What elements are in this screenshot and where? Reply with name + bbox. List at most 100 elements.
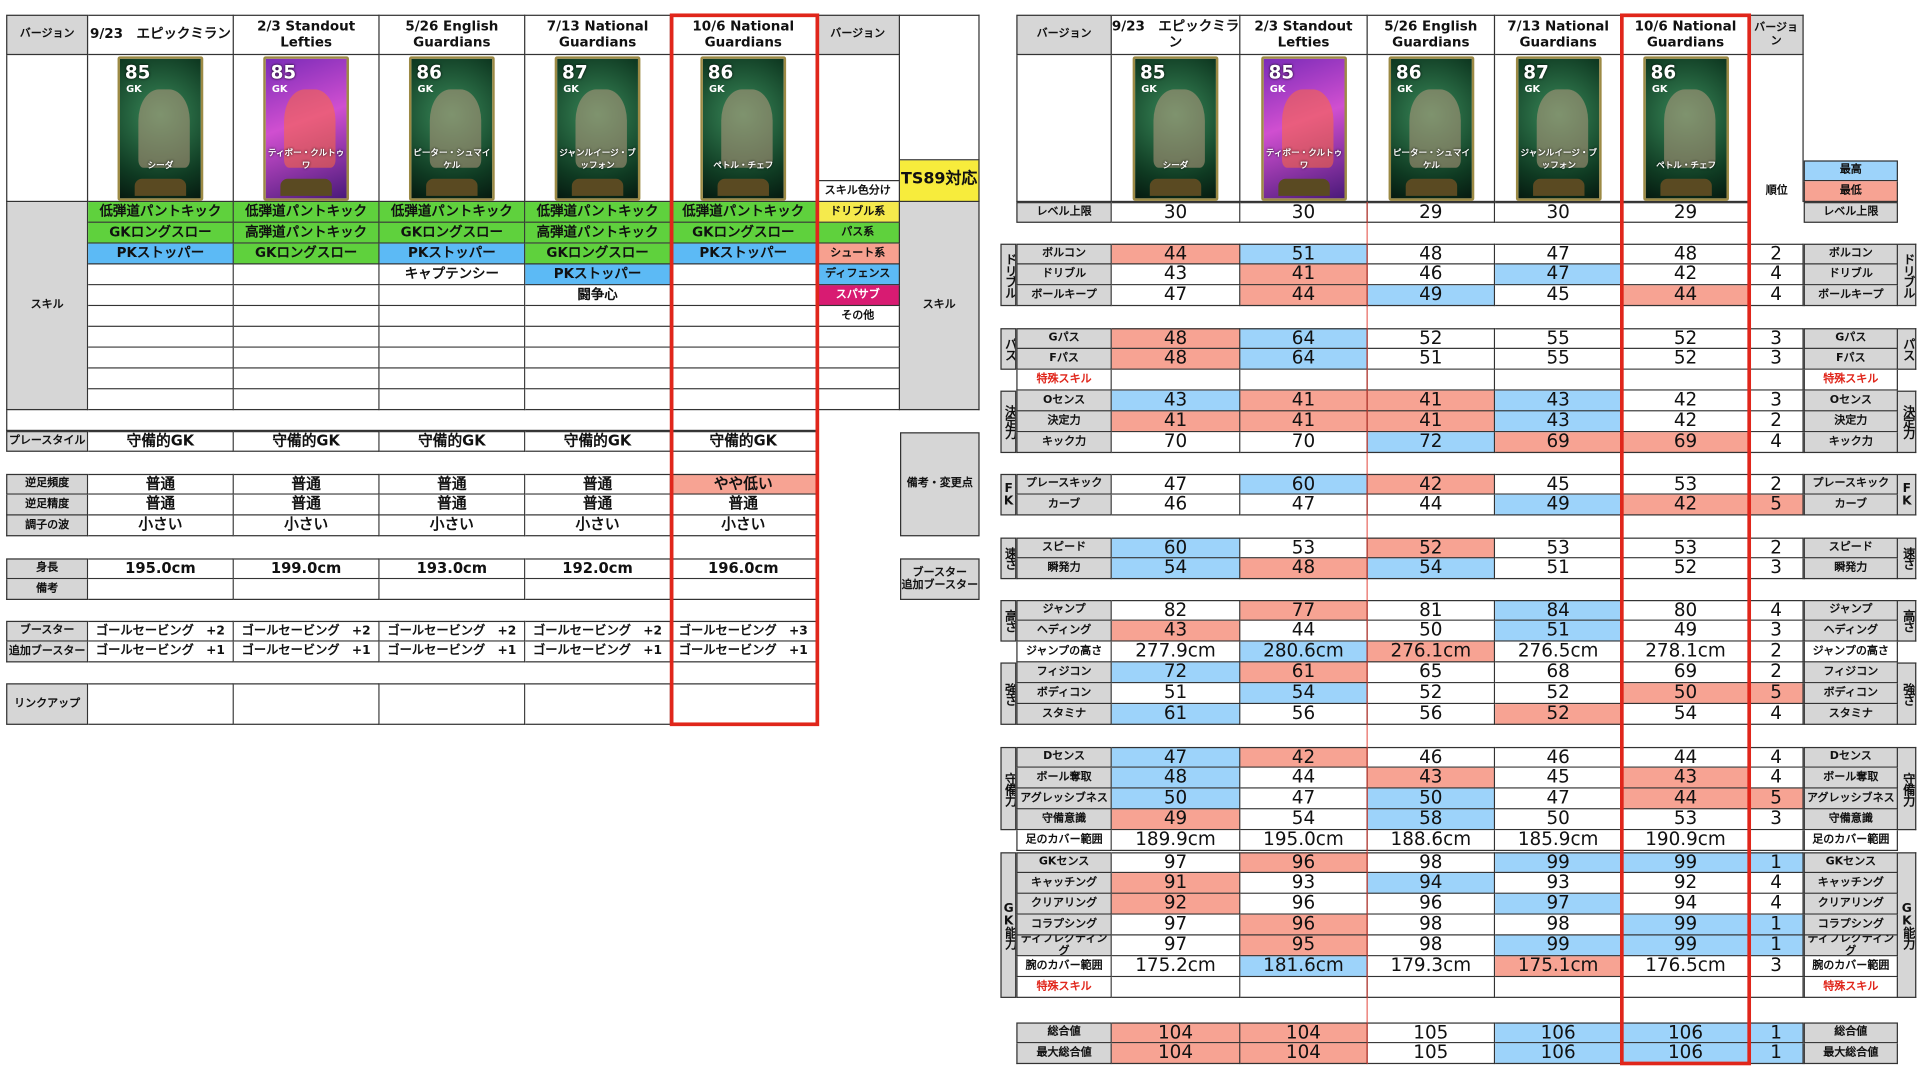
stat-value: 64 xyxy=(1240,328,1368,349)
card-position: GK xyxy=(1524,83,1541,95)
skill-cell: 低弾道パントキック xyxy=(671,202,817,223)
stat-rank: 2 xyxy=(1749,411,1804,433)
stat-label: 瞬発力 xyxy=(1016,558,1112,580)
card-level-bar xyxy=(717,178,770,196)
player-figure xyxy=(574,89,627,168)
row-value xyxy=(233,579,380,601)
stat-rank: 4 xyxy=(1749,893,1804,915)
skill-cell xyxy=(233,347,380,369)
stat-value: 55 xyxy=(1495,348,1623,370)
stat-label: 特殊スキル xyxy=(1016,369,1112,391)
stat-value: 44 xyxy=(1622,746,1750,768)
row-value: ゴールセービング +2 xyxy=(379,620,526,642)
stat-label: ボール奪取 xyxy=(1016,767,1112,789)
stat-rank: 4 xyxy=(1749,432,1804,454)
skill-cell xyxy=(233,368,380,390)
stat-value xyxy=(1111,369,1241,391)
stat-value: 52 xyxy=(1495,704,1623,725)
group-label-right: ドリブル xyxy=(1897,243,1917,307)
stat-rank: 1 xyxy=(1749,1022,1804,1044)
stat-value: 104 xyxy=(1240,1022,1368,1044)
card-player-name: ペトル・チェフ xyxy=(1656,160,1717,171)
skill-cell xyxy=(671,306,817,327)
stat-value: 52 xyxy=(1622,328,1750,349)
row-value: 守備的GK xyxy=(525,431,672,452)
stat-value: 52 xyxy=(1495,683,1623,705)
skill-cell xyxy=(671,347,817,369)
skill-legend-item: その他 xyxy=(816,306,901,327)
skill-cell xyxy=(233,389,380,411)
stat-label-right: 腕のカバー範囲 xyxy=(1803,956,1898,978)
card-rating: 85 xyxy=(1268,61,1295,84)
card-cell xyxy=(379,55,526,203)
stat-value: 96 xyxy=(1240,893,1368,915)
stat-value: 84 xyxy=(1495,600,1623,621)
stat-label: Dセンス xyxy=(1016,746,1112,768)
row-value xyxy=(88,683,234,725)
stat-rank: 2 xyxy=(1749,473,1804,495)
stat-label-right: Oセンス xyxy=(1803,390,1898,412)
stat-label-right: レベル上限 xyxy=(1803,202,1898,223)
group-label-right: GK能力 xyxy=(1897,852,1917,998)
stat-value: 276.5cm xyxy=(1495,641,1623,663)
card-position: GK xyxy=(1651,83,1668,95)
row-value: 普通 xyxy=(525,473,672,495)
stat-label: クリアリング xyxy=(1016,893,1112,915)
stat-rank xyxy=(1749,830,1804,852)
stat-value: 97 xyxy=(1111,914,1241,936)
stat-value xyxy=(1240,977,1368,998)
version-name: 9/23 エピックミラン xyxy=(1111,14,1241,56)
stat-label-right: プレースキック xyxy=(1803,473,1898,495)
stat-label-right: 瞬発力 xyxy=(1803,558,1898,580)
stat-value: 46 xyxy=(1495,746,1623,768)
stat-value: 94 xyxy=(1367,873,1496,894)
skills-label: スキル xyxy=(6,202,89,411)
stat-rank: 2 xyxy=(1749,641,1804,663)
stat-label-right: 最大総合値 xyxy=(1803,1043,1898,1065)
skill-cell: PKストッパー xyxy=(88,243,234,265)
card-cell xyxy=(1367,55,1496,203)
row-label: 備考 xyxy=(6,579,89,601)
stat-label: ジャンプ xyxy=(1016,600,1112,621)
stat-value: 50 xyxy=(1622,683,1750,705)
stat-value: 48 xyxy=(1240,558,1368,580)
stat-rank: 4 xyxy=(1749,704,1804,725)
stat-value: 69 xyxy=(1622,432,1750,454)
skill-legend-item: シュート系 xyxy=(816,243,901,265)
stat-value: 43 xyxy=(1111,390,1241,412)
row-label: ブースター xyxy=(6,620,89,642)
stat-rank: 3 xyxy=(1749,558,1804,580)
skill-cell xyxy=(671,389,817,411)
card-position: GK xyxy=(126,83,142,95)
skill-cell xyxy=(379,347,526,369)
column-divider xyxy=(1366,202,1368,1065)
stat-value: 96 xyxy=(1240,914,1368,936)
legend-lowest: 最低 xyxy=(1803,181,1898,203)
skill-legend-item xyxy=(816,389,901,411)
skill-cell: GKロングスロー xyxy=(233,243,380,265)
skill-cell xyxy=(379,368,526,390)
row-value: 守備的GK xyxy=(671,431,817,452)
stat-label: スタミナ xyxy=(1016,704,1112,725)
stat-value: 42 xyxy=(1622,411,1750,433)
stat-value: 44 xyxy=(1367,494,1496,516)
row-value: 196.0cm xyxy=(671,558,817,580)
stat-value: 46 xyxy=(1111,494,1241,516)
stat-value: 45 xyxy=(1495,767,1623,789)
version-name: 7/13 National Guardians xyxy=(525,14,672,56)
stat-value: 175.2cm xyxy=(1111,956,1241,978)
stat-value: 99 xyxy=(1495,852,1623,874)
stat-value: 47 xyxy=(1111,473,1241,495)
stat-value xyxy=(1240,369,1368,391)
row-value: 守備的GK xyxy=(379,431,526,452)
skill-cell: 闘争心 xyxy=(525,285,672,307)
skill-cell xyxy=(671,326,817,348)
stat-label-right: ボルコン xyxy=(1803,243,1898,265)
stat-value: 185.9cm xyxy=(1495,830,1623,852)
stat-value: 42 xyxy=(1240,746,1368,768)
stat-value: 47 xyxy=(1111,746,1241,768)
row-value: 普通 xyxy=(525,494,672,516)
group-label: 速さ xyxy=(1000,537,1017,580)
stat-rank: 1 xyxy=(1749,914,1804,936)
stat-rank: 3 xyxy=(1749,328,1804,349)
